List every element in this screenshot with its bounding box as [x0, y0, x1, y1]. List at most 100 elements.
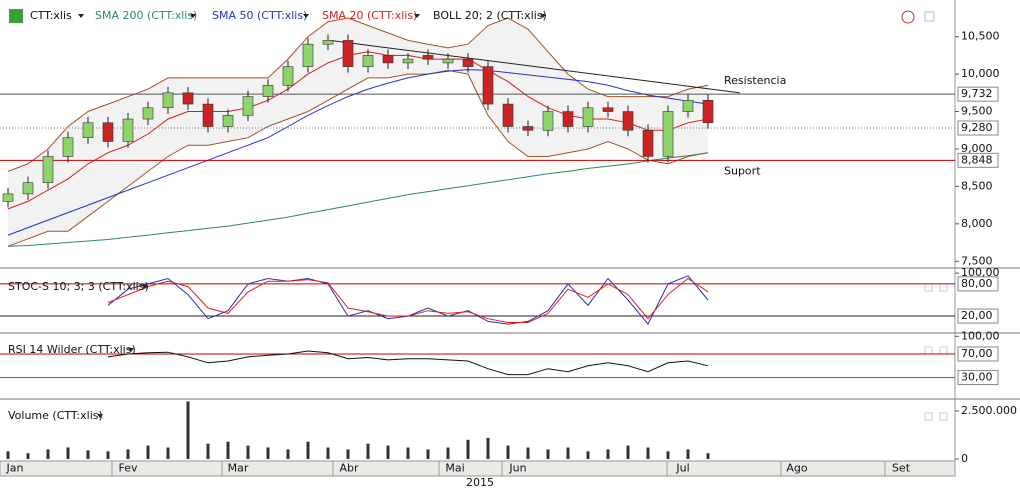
volume-bar	[646, 447, 650, 459]
dropdown-arrow[interactable]	[540, 14, 546, 18]
band-lower	[7, 69, 709, 247]
y-tick-label: 9,000	[961, 142, 993, 155]
candle-body	[82, 122, 94, 139]
candle-body	[662, 111, 674, 157]
symbol-icon[interactable]	[9, 9, 23, 23]
volume-bar	[6, 451, 10, 459]
candle-body	[222, 114, 234, 127]
volume-bar	[326, 447, 330, 459]
legend-entry[interactable]: CTT:xlis	[30, 9, 72, 22]
candle-body	[682, 100, 694, 112]
sma-line	[7, 69, 709, 236]
panel-title[interactable]: STOC-S 10; 3; 3 (CTT:xlis)	[8, 280, 149, 293]
candle-body	[102, 122, 114, 142]
volume-bar	[386, 445, 390, 459]
candle-body	[202, 103, 214, 127]
volume-bar	[506, 445, 510, 459]
level-label: 9,280	[961, 121, 993, 134]
volume-bar	[366, 443, 370, 459]
candle-body	[642, 129, 654, 157]
candle-body	[402, 58, 414, 64]
candle-body	[522, 126, 534, 131]
dropdown-arrow[interactable]	[128, 348, 134, 352]
volume-bar	[66, 447, 70, 459]
y-tick-label: 10,000	[961, 67, 1000, 80]
candle-body	[542, 111, 554, 131]
x-tick-label: Set	[892, 462, 911, 475]
band-upper	[7, 17, 709, 172]
x-tick-label: Abr	[339, 462, 359, 475]
level-label-box	[957, 276, 999, 292]
legend-entry[interactable]: SMA 200 (CTT:xlis)	[95, 9, 197, 22]
candle-body	[442, 58, 454, 64]
volume-bar	[566, 447, 570, 459]
candle-body	[322, 40, 334, 45]
dropdown-arrow[interactable]	[190, 14, 196, 18]
level-label: 8,848	[961, 153, 993, 166]
x-axis-band	[0, 460, 956, 477]
candle-body	[162, 92, 174, 109]
candle-body	[22, 182, 34, 195]
dropdown-arrow[interactable]	[414, 14, 420, 18]
volume-bar	[426, 449, 430, 459]
candle-body	[562, 111, 574, 127]
indicator-line	[107, 350, 709, 376]
x-tick-label: Jul	[675, 462, 689, 475]
candle-body	[262, 85, 274, 97]
volume-bar	[166, 447, 170, 459]
candle-body	[602, 107, 614, 112]
candle-body	[482, 66, 494, 105]
volume-bar	[26, 453, 30, 459]
x-tick-label: Mar	[228, 462, 249, 475]
volume-bar	[546, 449, 550, 459]
x-tick-label: Fev	[118, 462, 137, 475]
y-tick-label: 100,00	[961, 329, 1000, 342]
window-button[interactable]	[924, 412, 933, 421]
indicator-line	[107, 277, 709, 323]
window-button[interactable]	[924, 11, 935, 22]
layout	[0, 0, 1020, 477]
level-label: 70,00	[961, 347, 993, 360]
clock-icon[interactable]	[901, 10, 915, 24]
panel-title[interactable]: RSI 14 Wilder (CTT:xlis)	[8, 343, 136, 356]
candle-body	[62, 137, 74, 157]
candle-body	[622, 111, 634, 131]
marks: 9,732 9,280 8,848 Resistencia Suport 10,500 10…	[0, 17, 1017, 489]
legend-entry[interactable]: SMA 20 (CTT:xlis)	[322, 9, 417, 22]
y-tick-label: 10,500	[961, 30, 1000, 43]
y-tick-label: 0	[961, 452, 968, 465]
candle-body	[182, 92, 194, 105]
y-tick-label: 8,500	[961, 179, 993, 192]
dropdown-arrow[interactable]	[303, 14, 309, 18]
dropdown-arrow[interactable]	[142, 285, 148, 289]
volume-bar	[286, 449, 290, 459]
volume-bar	[266, 447, 270, 459]
dropdown-arrow[interactable]	[78, 14, 84, 18]
candle-body	[282, 66, 294, 86]
candle-body	[382, 55, 394, 64]
sma-line	[7, 152, 709, 247]
volume-bar	[606, 449, 610, 459]
x-tick-label: Jan	[6, 462, 24, 475]
volume-bar	[126, 449, 130, 459]
candle-body	[362, 55, 374, 67]
window-button[interactable]	[939, 412, 948, 421]
volume-bar	[206, 443, 210, 459]
candle-body	[42, 156, 54, 183]
candle-body	[142, 107, 154, 120]
y-tick-label: 100,00	[961, 266, 1000, 279]
dropdown-arrow[interactable]	[97, 414, 103, 418]
panel-title[interactable]: Volume (CTT:xlis)	[8, 409, 103, 422]
volume-bar	[146, 445, 150, 459]
level-label-box	[957, 152, 999, 168]
candle-body	[2, 193, 14, 202]
legend-entry[interactable]: BOLL 20; 2 (CTT:xlis)	[433, 9, 547, 22]
x-tick-label: Ago	[786, 462, 808, 475]
legend-entry[interactable]: SMA 50 (CTT:xlis)	[212, 9, 307, 22]
candle-body	[582, 107, 594, 127]
volume-bar	[586, 451, 590, 459]
volume-bar	[86, 450, 90, 459]
candle-body	[502, 103, 514, 127]
volume-bar	[186, 401, 190, 459]
annotation: Suport	[724, 164, 761, 177]
